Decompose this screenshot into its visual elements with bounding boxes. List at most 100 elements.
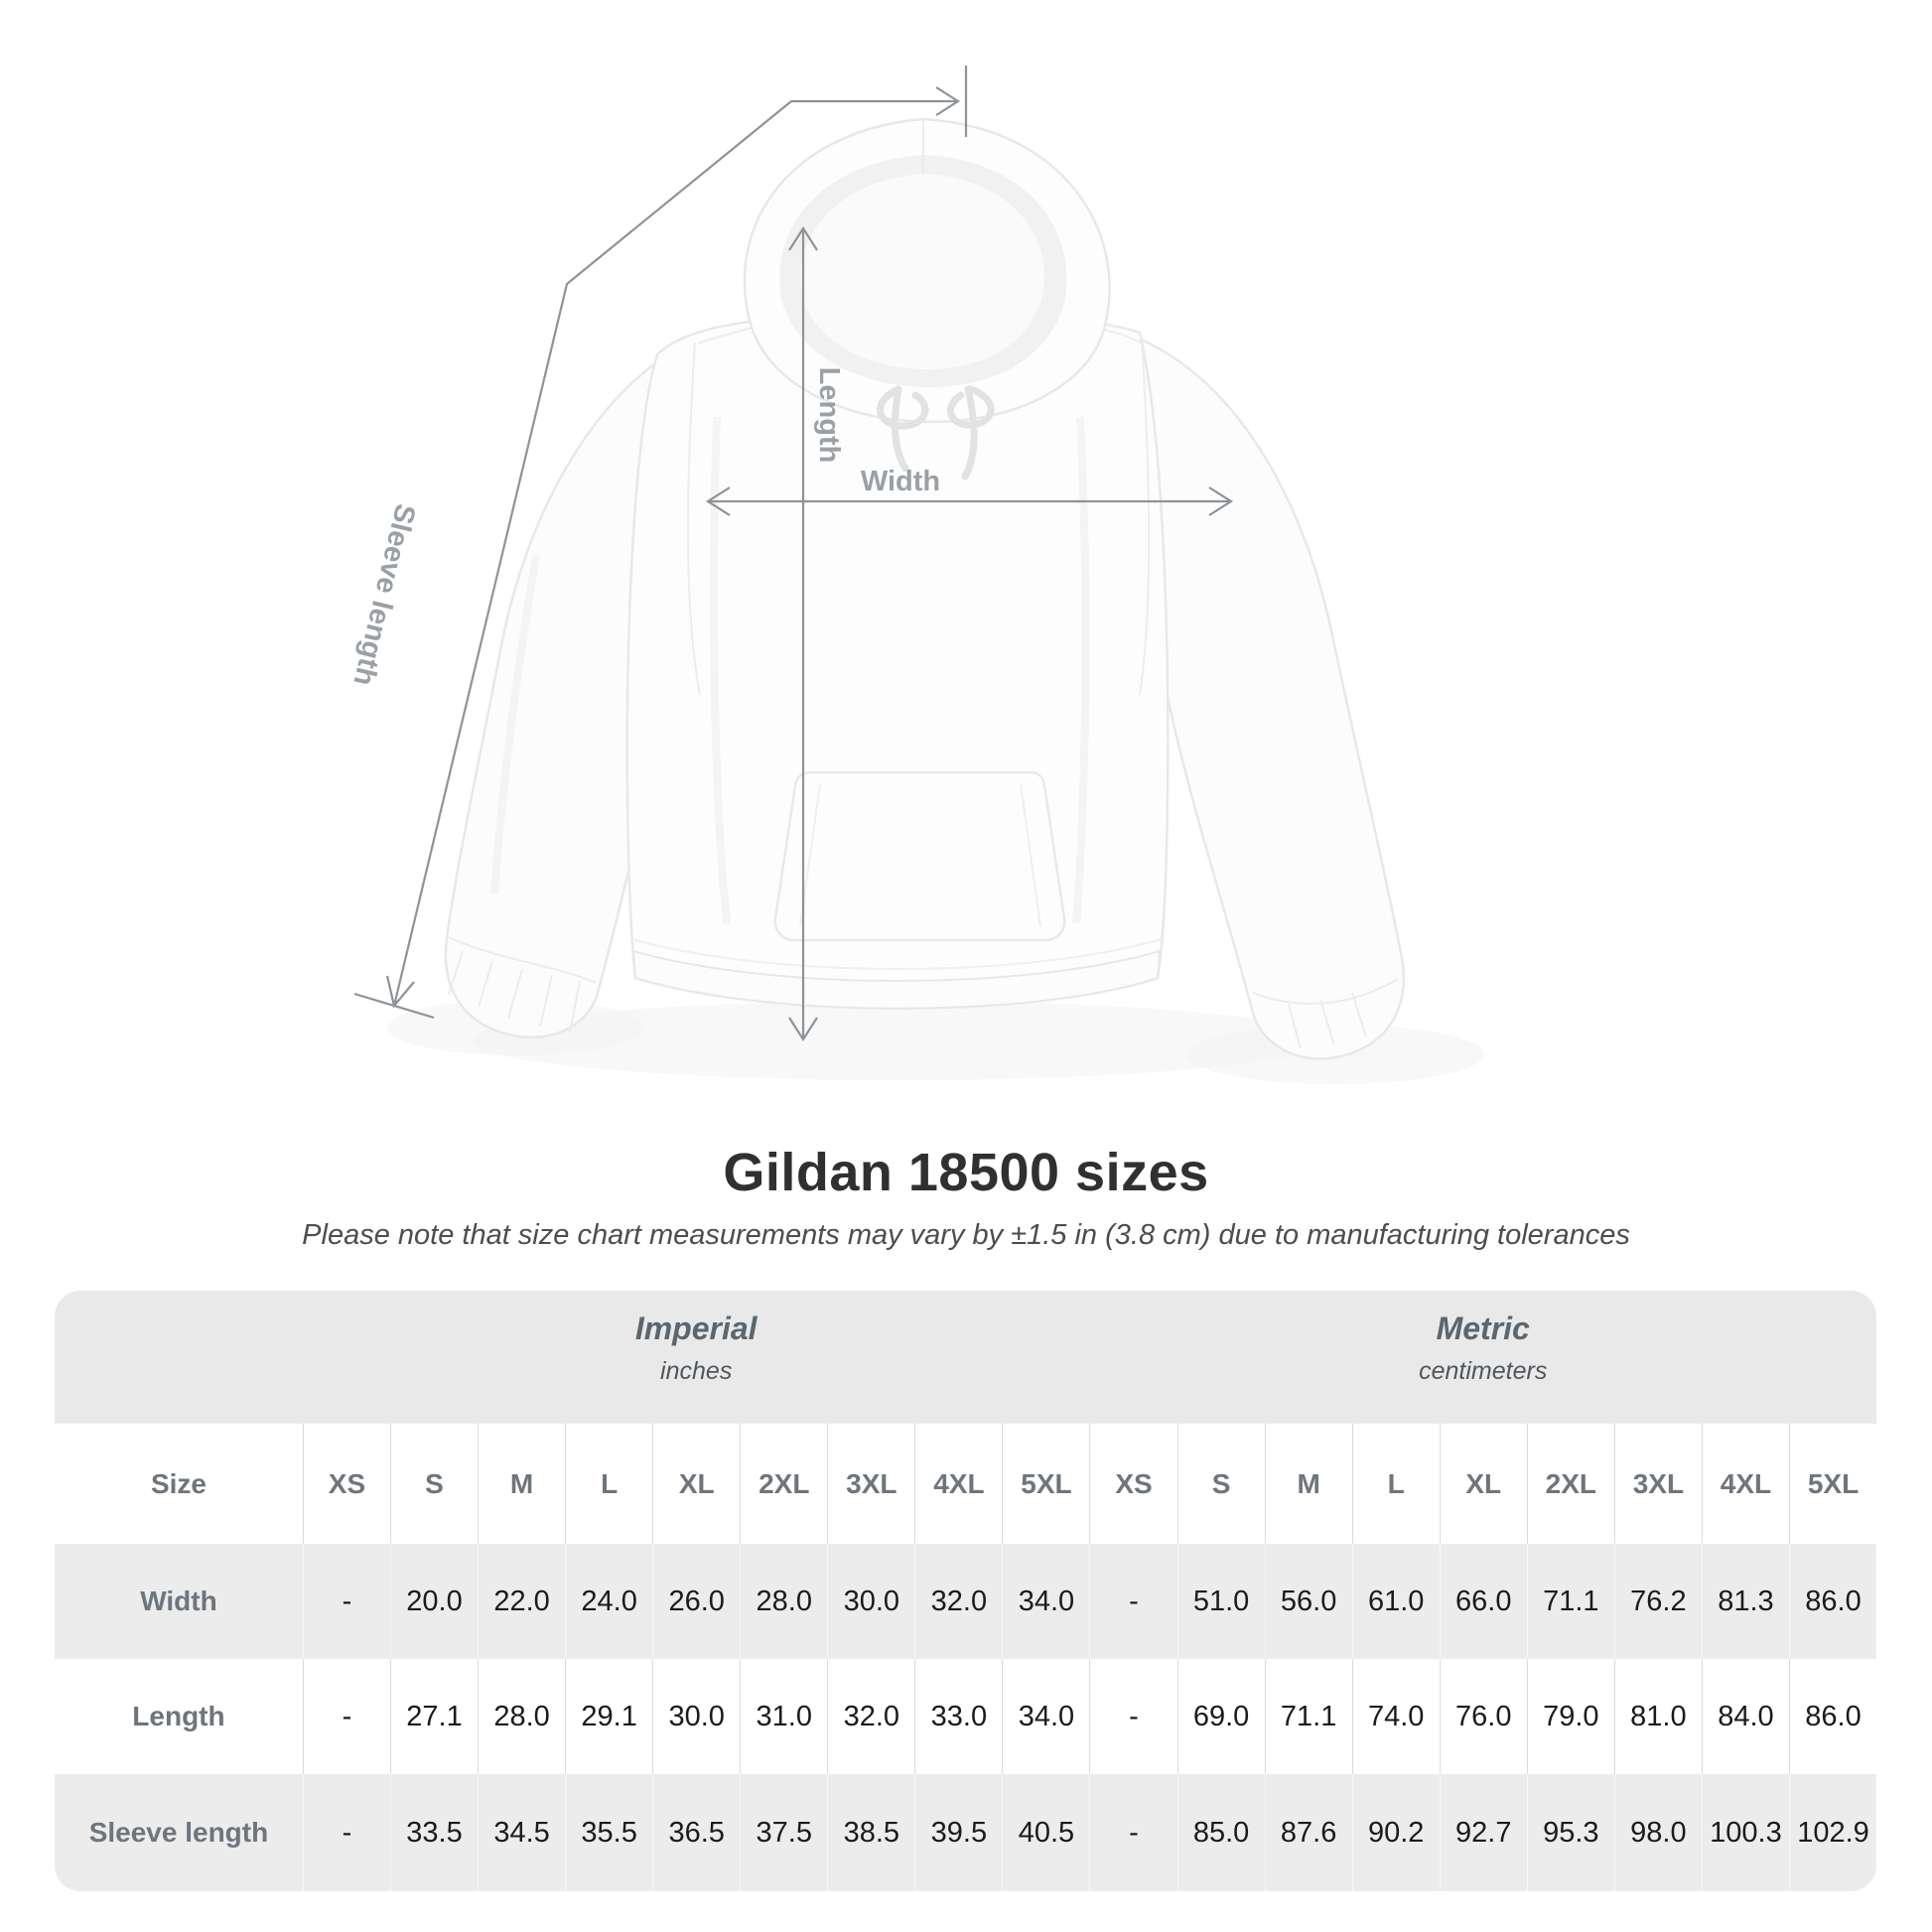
measurement-value: 35.5 — [565, 1774, 652, 1891]
page-title: Gildan 18500 sizes — [723, 1143, 1209, 1202]
measurement-value: - — [1089, 1544, 1176, 1659]
size-col-xs-imperial: XS — [302, 1424, 390, 1544]
hoodie-hood-lining — [800, 174, 1044, 369]
measurement-value: - — [1089, 1774, 1176, 1891]
measurement-value: 20.0 — [389, 1544, 478, 1659]
measurement-value: 92.7 — [1439, 1774, 1527, 1891]
measurement-value: 32.0 — [827, 1659, 914, 1774]
measurement-value: 32.0 — [914, 1544, 1002, 1659]
size-col-2xl-metric: 2XL — [1526, 1424, 1614, 1544]
measurement-value: 28.0 — [740, 1544, 827, 1659]
measurement-value: 100.3 — [1701, 1774, 1789, 1891]
measurement-value: 56.0 — [1264, 1544, 1352, 1659]
row-label-sleeve-length: Sleeve length — [88, 1817, 269, 1848]
hoodie-illustration — [387, 117, 1484, 1084]
size-col-4xl-metric: 4XL — [1701, 1424, 1789, 1544]
size-col-m-metric: M — [1264, 1424, 1352, 1544]
measurement-value: 34.5 — [478, 1774, 565, 1891]
table-header-band: Imperial inches Metric centimeters — [55, 1291, 1876, 1424]
measurement-value: 38.5 — [827, 1774, 914, 1891]
measurement-value: 33.5 — [389, 1774, 478, 1891]
measurement-value: 24.0 — [565, 1544, 652, 1659]
width-label: Width — [861, 466, 940, 497]
metric-group-header: Metric centimeters — [1089, 1291, 1876, 1424]
hoodie-right-sleeve — [1134, 336, 1406, 1060]
size-col-l-imperial: L — [565, 1424, 652, 1544]
measurement-value: 27.1 — [389, 1659, 478, 1774]
hoodie-measurement-diagram: Sleeve length Length Width — [346, 66, 1484, 1084]
measurement-value: - — [302, 1544, 390, 1659]
measurement-value: 51.0 — [1176, 1544, 1265, 1659]
measurement-value: 66.0 — [1439, 1544, 1527, 1659]
measurement-value: 79.0 — [1526, 1659, 1614, 1774]
hoodie-pocket — [773, 770, 1066, 942]
measurement-value: 34.0 — [1002, 1659, 1089, 1774]
size-col-3xl-imperial: 3XL — [827, 1424, 914, 1544]
measurement-value: 76.0 — [1439, 1659, 1527, 1774]
hoodie-fold-lines — [490, 416, 1090, 924]
imperial-title: Imperial — [634, 1311, 758, 1346]
hoodie-cuff-ribbing — [448, 936, 1399, 1049]
measurement-value: 102.9 — [1788, 1774, 1876, 1891]
metric-title: Metric — [1436, 1311, 1530, 1346]
measurement-lines — [353, 66, 1234, 1042]
table-row-width: Width -20.0 22.0 24.0 26.0 28.0 30.0 32.0 34.0-5… — [55, 1544, 1876, 1659]
imperial-unit: inches — [660, 1357, 733, 1385]
size-col-s-metric: S — [1176, 1424, 1265, 1544]
measurement-value: 86.0 — [1788, 1659, 1876, 1774]
header-band-spacer — [55, 1291, 303, 1424]
measurement-value: - — [1089, 1659, 1176, 1774]
size-col-xs-metric: XS — [1089, 1424, 1176, 1544]
hoodie-drawstrings — [877, 385, 995, 481]
measurement-value: 36.5 — [652, 1774, 740, 1891]
measure-line-width — [705, 486, 1234, 516]
measurement-value: - — [302, 1774, 390, 1891]
size-table: Imperial inches Metric centimeters Size X… — [55, 1291, 1876, 1891]
hoodie-shadow — [472, 1001, 1325, 1080]
table-row-sleeve-length: Sleeve length -33.5 34.5 35.5 36.5 37.5 38.5 39… — [55, 1774, 1876, 1891]
size-header-row: Size XS S M L XL 2XL 3XL 4XL 5XL XS S M L XL 2XL 3XL 4XL 5… — [55, 1424, 1876, 1544]
size-col-5xl-imperial: 5XL — [1002, 1424, 1089, 1544]
measurement-value: 85.0 — [1176, 1774, 1265, 1891]
row-label-width: Width — [140, 1586, 217, 1616]
measurement-value: 28.0 — [478, 1659, 565, 1774]
measurement-value: 29.1 — [565, 1659, 652, 1774]
measurement-value: 87.6 — [1264, 1774, 1352, 1891]
measurement-value: 90.2 — [1351, 1774, 1440, 1891]
size-col-5xl-metric: 5XL — [1788, 1424, 1876, 1544]
measure-line-length — [788, 225, 818, 1042]
size-column-header: Size — [150, 1467, 207, 1499]
size-col-m-imperial: M — [478, 1424, 565, 1544]
measurement-value: - — [302, 1659, 390, 1774]
measurement-value: 37.5 — [740, 1774, 827, 1891]
size-col-xl-imperial: XL — [652, 1424, 740, 1544]
heading-block: Gildan 18500 sizes Please note that size… — [0, 1142, 1932, 1252]
sleeve-length-label: Sleeve length — [346, 500, 421, 688]
measurement-value: 76.2 — [1613, 1544, 1702, 1659]
measurement-value: 33.0 — [914, 1659, 1002, 1774]
size-col-3xl-metric: 3XL — [1613, 1424, 1702, 1544]
measurement-value: 69.0 — [1176, 1659, 1265, 1774]
measurement-value: 95.3 — [1526, 1774, 1614, 1891]
measurement-value: 71.1 — [1526, 1544, 1614, 1659]
page-subtitle: Please note that size chart measurements… — [302, 1219, 1630, 1251]
measurement-value: 30.0 — [652, 1659, 740, 1774]
measurement-value: 34.0 — [1002, 1544, 1089, 1659]
measurement-value: 71.1 — [1264, 1659, 1352, 1774]
table-row-length: Length -27.1 28.0 29.1 30.0 31.0 32.0 33.0 34.0-… — [55, 1659, 1876, 1774]
measurement-value: 74.0 — [1351, 1659, 1440, 1774]
hoodie-hem-stitch — [630, 938, 1163, 970]
measurement-value: 81.0 — [1613, 1659, 1702, 1774]
measurement-value: 84.0 — [1701, 1659, 1789, 1774]
measurement-value: 40.5 — [1002, 1774, 1089, 1891]
hoodie-hem-band — [631, 949, 1162, 1010]
measurement-value: 61.0 — [1351, 1544, 1440, 1659]
size-col-2xl-imperial: 2XL — [740, 1424, 827, 1544]
size-col-s-imperial: S — [389, 1424, 478, 1544]
measurement-value: 26.0 — [652, 1544, 740, 1659]
hoodie-seams — [687, 327, 1151, 696]
measurement-value: 22.0 — [478, 1544, 565, 1659]
measurement-value: 39.5 — [914, 1774, 1002, 1891]
metric-unit: centimeters — [1419, 1357, 1548, 1385]
